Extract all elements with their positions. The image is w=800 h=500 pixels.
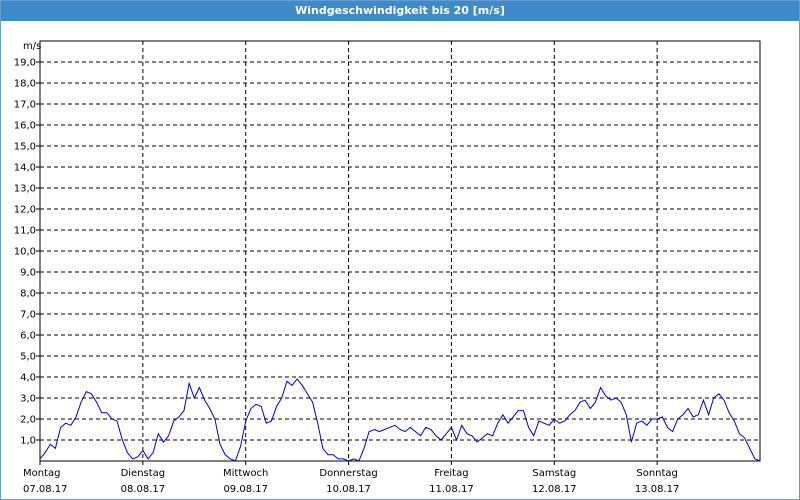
x-tick-day: Montag [23, 468, 60, 479]
x-tick-day: Freitag [434, 468, 468, 479]
plot-area [39, 40, 761, 462]
y-tick-label: 1,0 [20, 436, 36, 447]
y-tick-label: 14,0 [14, 163, 36, 174]
y-tick-label: 9,0 [20, 268, 36, 279]
y-ticks: 1,0 2,0 3,0 4,0 5,0 6,0 7,0 8,0 9,0 10,0 11,0 12,0 1… [14, 58, 36, 447]
wind-speed-chart: m/s 1,02,03,04,05,06,07,08,09,010,011,01… [14, 40, 761, 495]
y-axis-label: m/s [23, 41, 41, 52]
y-tick-label: 15,0 [14, 142, 36, 153]
x-tick-date: 08.08.17 [121, 484, 166, 495]
y-tick-label: 16,0 [14, 121, 36, 132]
y-tick-label: 18,0 [14, 79, 36, 90]
y-tick-label: 19,0 [14, 58, 36, 69]
chart-title: Windgeschwindigkeit bis 20 [m/s] [1, 1, 799, 21]
y-tick-label: 5,0 [20, 352, 36, 363]
x-tick-date: 13.08.17 [635, 484, 680, 495]
x-tick-day: Sonntag [636, 468, 678, 479]
y-tick-label: 13,0 [14, 184, 36, 195]
y-tick-label: 10,0 [14, 247, 36, 258]
y-tick-label: 12,0 [14, 205, 36, 216]
x-tick-day: Samstag [532, 468, 576, 479]
series-line-wind-speed [39, 378, 761, 462]
y-tick-label: 6,0 [20, 331, 36, 342]
x-tick-date: 12.08.17 [532, 484, 577, 495]
y-tick-label: 7,0 [20, 310, 36, 321]
x-tick-date: 10.08.17 [326, 484, 371, 495]
x-tick-date: 11.08.17 [429, 484, 474, 495]
y-tick-label: 8,0 [20, 289, 36, 300]
y-tick-label: 2,0 [20, 415, 36, 426]
y-tick-label: 11,0 [14, 226, 36, 237]
y-tick-label: 17,0 [14, 100, 36, 111]
x-tick-day: Dienstag [121, 468, 166, 479]
x-tick-day: Mittwoch [223, 468, 268, 479]
x-ticks: Montag 07.08.17 Dienstag 08.08.17 Mittwoch 09… [23, 468, 679, 495]
grid [36, 41, 760, 465]
y-tick-label: 3,0 [20, 394, 36, 405]
x-tick-date: 07.08.17 [23, 484, 68, 495]
x-tick-date: 09.08.17 [223, 484, 268, 495]
y-tick-label: 4,0 [20, 373, 36, 384]
x-tick-day: Donnerstag [319, 468, 377, 479]
